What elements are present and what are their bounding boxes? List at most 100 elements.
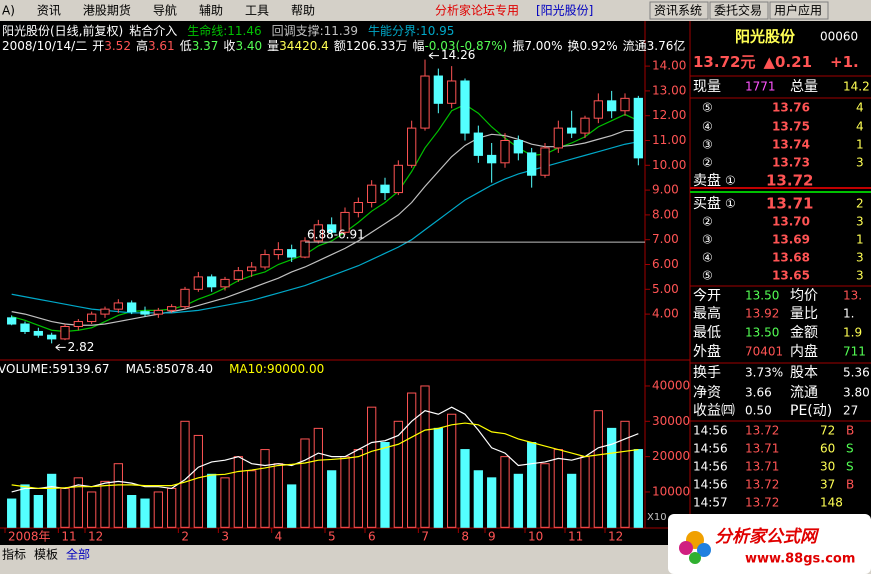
tab[interactable]: 指标 xyxy=(2,547,26,562)
level-price: 13.76 xyxy=(772,101,810,115)
tab[interactable]: 全部 xyxy=(66,547,90,562)
legend-name: MA10: xyxy=(229,362,267,376)
volume-bar xyxy=(487,477,497,528)
trade-side: S xyxy=(846,460,854,474)
logo-url: www.88gs.com xyxy=(745,552,855,567)
annotation-arrow xyxy=(55,343,66,351)
menu-item[interactable]: 资讯 xyxy=(37,4,61,18)
legend-value: 10.95 xyxy=(420,24,454,38)
candle-body xyxy=(73,321,83,328)
y-tick-label: 7.00 xyxy=(652,232,679,246)
level-price: 13.75 xyxy=(772,120,810,134)
trade-side: B xyxy=(846,424,854,438)
candle-body xyxy=(380,184,390,194)
trade-volume: 37 xyxy=(820,478,835,492)
candle-body xyxy=(100,308,110,315)
x-tick-label: 3 xyxy=(221,530,229,544)
menu-item[interactable]: 导航 xyxy=(153,3,177,18)
logo-background xyxy=(668,514,871,574)
volume-bar xyxy=(407,392,417,528)
value: 711 xyxy=(843,345,866,359)
volume-bar xyxy=(593,410,603,528)
value: 70401 xyxy=(745,345,783,359)
volume-bar xyxy=(327,470,337,528)
y-tick-label: 8.00 xyxy=(652,207,679,221)
trade-time: 14:56 xyxy=(693,442,728,456)
level-volume: 4 xyxy=(856,101,864,115)
info-line: 2008/10/14/二 开3.52 高3.61 低3.37 收3.40 量34420.4… xyxy=(2,38,685,53)
menu-button-label[interactable]: 用户应用 xyxy=(774,3,822,18)
volume-bar xyxy=(300,438,310,528)
menu-button[interactable] xyxy=(709,1,769,20)
volume-bar xyxy=(127,495,137,528)
stock-name: 阳光股份 xyxy=(735,28,796,46)
legend-name: 生命线: xyxy=(187,23,227,38)
logo-name: 分析家公式网 xyxy=(715,527,820,547)
level-mark: ⑤ xyxy=(702,101,713,115)
trade-volume: 60 xyxy=(820,442,835,456)
candle-body xyxy=(567,127,577,134)
volume-bar xyxy=(207,473,217,528)
volume-bar xyxy=(220,477,230,528)
pct: +1. xyxy=(830,53,859,71)
volume-bar xyxy=(193,434,203,528)
volume-bar xyxy=(633,449,643,528)
trade-time: 14:56 xyxy=(693,478,728,492)
trade-time: 14:56 xyxy=(693,424,728,438)
menu-item[interactable]: A) xyxy=(2,4,15,18)
level-price: 13.74 xyxy=(772,138,810,152)
value: 0.50 xyxy=(745,404,772,418)
menu-button-label[interactable]: 资讯系统 xyxy=(654,4,702,18)
menu-item[interactable]: 港股期货 xyxy=(83,3,131,18)
trade-price: 13.72 xyxy=(745,424,779,438)
volume-bar xyxy=(47,473,57,528)
volume-bar xyxy=(607,427,617,528)
volume-bar xyxy=(260,449,270,528)
candle-body xyxy=(527,152,537,176)
bid-label: 买盘 xyxy=(693,195,721,212)
trade-price: 13.71 xyxy=(745,442,779,456)
volume-bar xyxy=(273,463,283,528)
volume-ma-line xyxy=(11,406,639,493)
info-line: 13.72元 ▲0.21 +1. xyxy=(693,53,859,71)
bid-price: 13.71 xyxy=(766,195,813,213)
label: 股本 xyxy=(790,365,818,381)
x-tick-label: 9 xyxy=(488,530,496,544)
level-volume: 3 xyxy=(856,215,864,229)
volume-bar xyxy=(500,456,510,528)
candle-body xyxy=(273,249,283,256)
candle-body xyxy=(607,100,617,112)
volume-bar xyxy=(567,473,577,528)
info-label: 低 xyxy=(180,39,192,53)
bid-volume: 2 xyxy=(856,197,864,211)
change: ▲0.21 xyxy=(763,53,812,71)
value: 3.66 xyxy=(745,386,772,400)
info-label: 流通 xyxy=(623,39,647,53)
volume-bar xyxy=(433,427,443,528)
menu-item[interactable]: 帮助 xyxy=(291,4,315,18)
chart-title: 阳光股份(日线,前复权) xyxy=(2,23,123,38)
candle-body xyxy=(580,117,590,134)
menu-button-label[interactable]: 委托交易 xyxy=(714,3,762,18)
menu-item[interactable]: 工具 xyxy=(245,4,269,18)
info-value: 3.61 xyxy=(148,39,175,53)
trade-price: 13.72 xyxy=(745,478,779,492)
volume-bar xyxy=(353,449,363,528)
info-value: 3.37 xyxy=(192,39,219,53)
volume-bar xyxy=(33,495,43,528)
menu-item[interactable]: 辅助 xyxy=(199,4,223,18)
annotation-arrow xyxy=(428,52,439,60)
trade-volume: 30 xyxy=(820,460,835,474)
label: 均价 xyxy=(790,288,818,304)
candle-body xyxy=(20,323,30,332)
legend-name: MA5: xyxy=(126,362,156,376)
info-label: 高 xyxy=(136,38,148,53)
value: 1. xyxy=(843,307,854,321)
menu-button[interactable] xyxy=(769,1,829,20)
x-tick-label: 6 xyxy=(368,530,376,544)
info-label: 量 xyxy=(267,39,279,53)
tab[interactable]: 模板 xyxy=(34,548,58,562)
candle-body xyxy=(593,100,603,119)
menu-button[interactable] xyxy=(649,1,709,20)
y-tick-label: 30000 xyxy=(652,414,690,428)
